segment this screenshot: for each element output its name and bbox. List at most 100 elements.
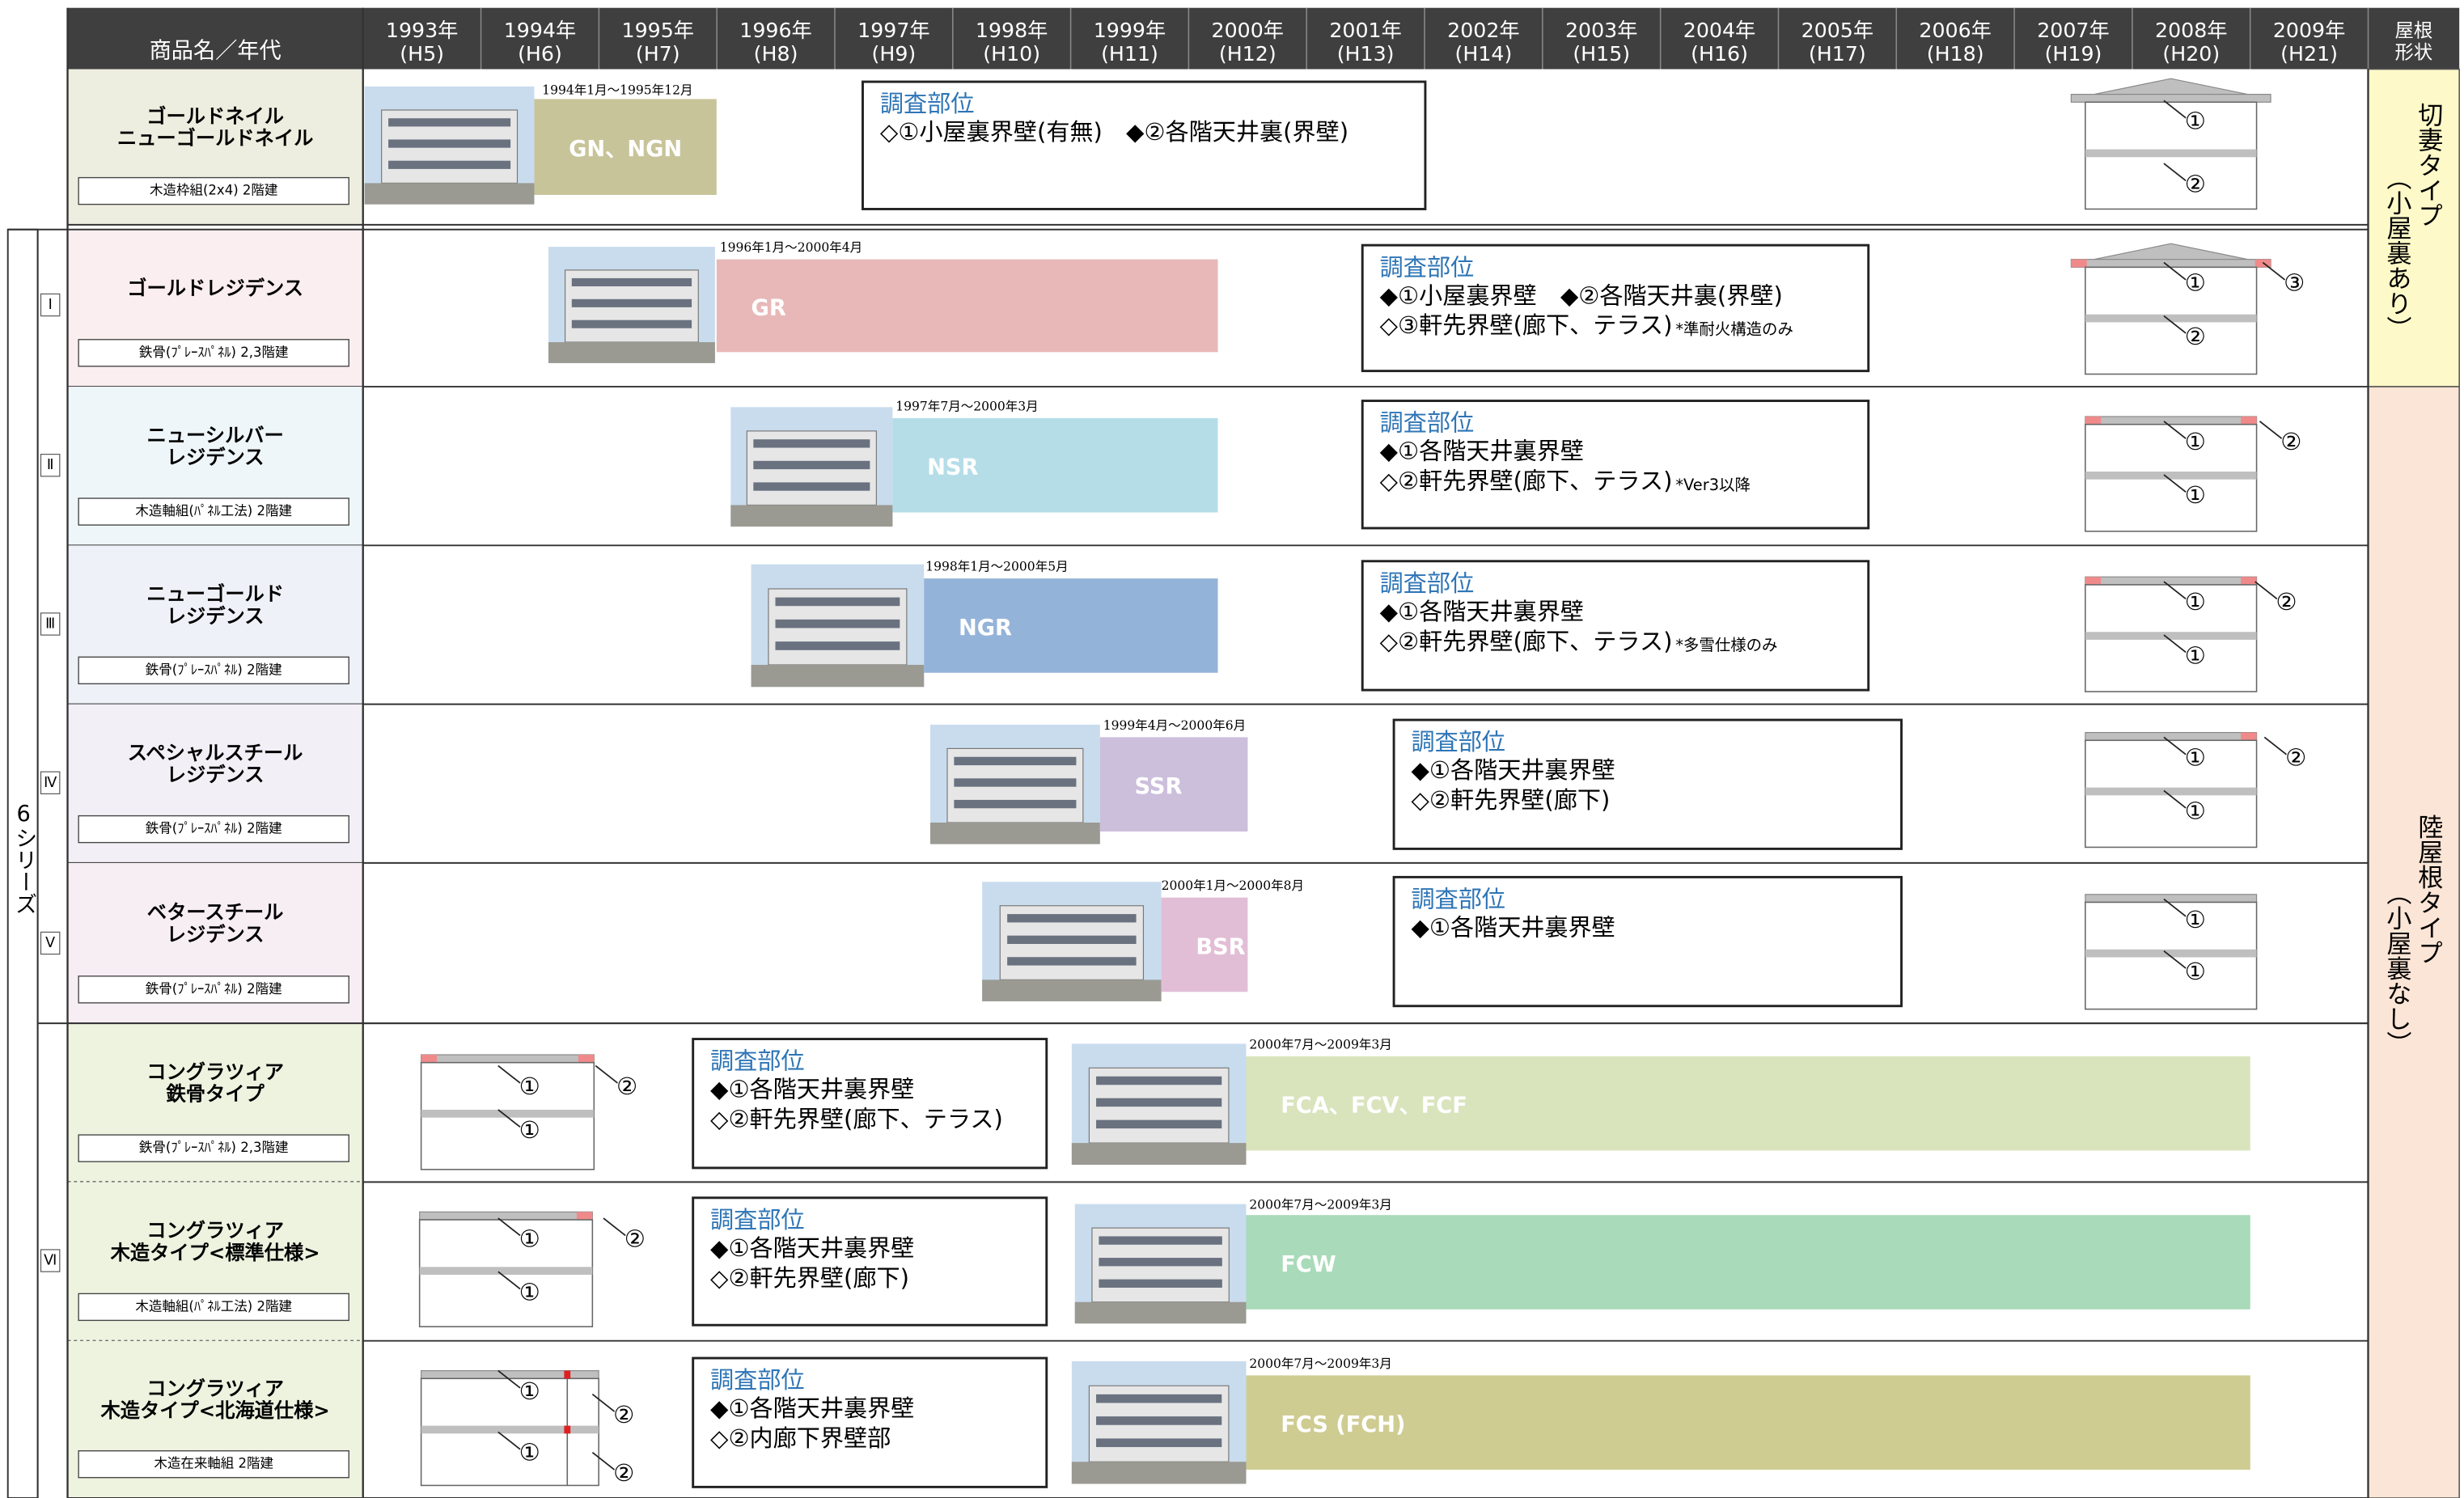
eave-marker <box>421 1054 438 1063</box>
survey-note: *多雪仕様のみ <box>1675 636 1777 654</box>
roof-type-label: 陸屋根タイプ <box>2413 815 2443 966</box>
leader-line <box>497 1109 521 1128</box>
photo-window-row <box>1099 1236 1222 1245</box>
era-label: (H11) <box>1101 42 1158 66</box>
year-label: 1998年 <box>976 19 1048 42</box>
survey-title: 調査部位 <box>1411 886 1505 913</box>
leader-line <box>2259 421 2283 439</box>
diagram-label: ② <box>613 1401 634 1428</box>
photo-window-row <box>1007 957 1137 966</box>
diagram-label: ① <box>519 1278 540 1305</box>
bar-label: FCS (FCH) <box>1281 1412 1405 1437</box>
diagram-label: ① <box>519 1377 540 1405</box>
leader-line <box>2263 736 2288 755</box>
product-bar <box>1161 897 1248 992</box>
era-label: (H7) <box>636 42 680 66</box>
photo-ground <box>1074 1301 1247 1324</box>
product-name: レジデンス <box>167 604 265 628</box>
survey-item: ◆①各階天井裏界壁 <box>1380 438 1584 465</box>
photo-window-row <box>954 799 1077 809</box>
survey-item: ◆①各階天井裏界壁 <box>710 1234 914 1262</box>
leader-line <box>2163 261 2187 281</box>
spec-label: 木造枠組(2x4) 2階建 <box>150 183 277 198</box>
photo-window-row <box>1007 914 1137 923</box>
period-label: 2000年7月～2009年3月 <box>1249 1356 1391 1371</box>
leader-line <box>497 1431 521 1450</box>
year-label: 2009年 <box>2273 19 2345 42</box>
diagram-label: ① <box>2185 958 2206 985</box>
leader-line <box>2254 581 2278 600</box>
survey-item: ◇②内廊下界壁部 <box>710 1424 891 1452</box>
year-label: 1996年 <box>739 19 811 42</box>
photo-window-row <box>388 160 511 169</box>
year-label: 2001年 <box>1329 19 1401 42</box>
year-label: 2004年 <box>1683 19 1755 42</box>
diagram-label: ① <box>2185 428 2206 455</box>
diagram-label: ② <box>613 1459 634 1487</box>
diagram-label: ① <box>519 1225 540 1252</box>
spec-box <box>78 497 349 526</box>
spec-box <box>78 1450 349 1479</box>
roof-type-bg <box>2367 68 2460 387</box>
diagram-label: ① <box>2185 641 2206 669</box>
photo-window-row <box>571 319 692 328</box>
eave-marker <box>576 1212 593 1221</box>
product-name: ベタースチール <box>147 900 284 924</box>
product-name: 鉄骨タイプ <box>165 1082 265 1106</box>
product-name: コングラツィア <box>146 1377 284 1400</box>
diagram-label: ② <box>616 1073 637 1100</box>
leader-line <box>2262 261 2286 281</box>
survey-title: 調査部位 <box>1380 253 1474 281</box>
period-label: 2000年7月～2009年3月 <box>1249 1198 1391 1212</box>
era-label: (H16) <box>1691 42 1748 66</box>
floor-band <box>2085 632 2257 640</box>
year-label: 1997年 <box>857 19 929 42</box>
photo-window-row <box>388 139 511 148</box>
year-label: 2003年 <box>1565 19 1637 42</box>
numeral-box <box>40 454 61 477</box>
year-label: 2008年 <box>2155 19 2227 42</box>
year-label: 2000年 <box>1212 19 1284 42</box>
photo-ground <box>548 342 715 363</box>
photo-window-row <box>388 118 511 127</box>
photo-window-row <box>753 482 870 491</box>
numeral: Ⅳ <box>44 775 57 791</box>
product-name: 木造タイプ<標準仕様> <box>110 1241 320 1264</box>
product-bar <box>1246 1215 2250 1310</box>
spec-box <box>78 176 349 205</box>
survey-box <box>1361 243 1870 373</box>
diagram-label: ② <box>624 1225 646 1252</box>
product-name: レジデンス <box>167 922 265 946</box>
numeral-box <box>40 612 61 636</box>
era-label: (H12) <box>1219 42 1276 66</box>
corridor-marker <box>564 1370 571 1379</box>
era-label: (H19) <box>2045 42 2102 66</box>
period-label: 2000年1月～2000年8月 <box>1162 878 1304 893</box>
photo-window-row <box>1096 1098 1222 1107</box>
floor-band <box>2085 149 2257 158</box>
eave-marker <box>578 1054 595 1063</box>
eave-marker <box>2085 416 2102 425</box>
survey-note: *Ver3以降 <box>1675 476 1751 494</box>
survey-item: ◇②軒先界壁(廊下、テラス) <box>1380 468 1673 495</box>
survey-item: ◇①小屋裏界壁(有無) ◆②各階天井裏(界壁) <box>880 118 1348 146</box>
floor-band <box>2085 314 2257 323</box>
photo-window-row <box>753 439 870 448</box>
bar-label: FCA、FCV、FCF <box>1281 1094 1467 1119</box>
year-label: 2005年 <box>1801 19 1873 42</box>
photo-ground <box>730 505 893 527</box>
spec-box <box>78 1293 349 1322</box>
roof-band <box>2085 576 2258 586</box>
numeral: Ⅲ <box>45 616 55 633</box>
photo-ground <box>982 980 1162 1001</box>
diagram-label: ① <box>519 1116 540 1144</box>
floor-band <box>2085 787 2257 796</box>
floor-band <box>2085 949 2257 958</box>
era-label: (H18) <box>1927 42 1984 66</box>
bar-label: SSR <box>1135 774 1183 799</box>
photo-window-row <box>1096 1394 1222 1403</box>
survey-item: ◆①各階天井裏界壁 <box>1411 914 1615 942</box>
photo-ground <box>751 664 925 688</box>
era-label: (H10) <box>983 42 1040 66</box>
